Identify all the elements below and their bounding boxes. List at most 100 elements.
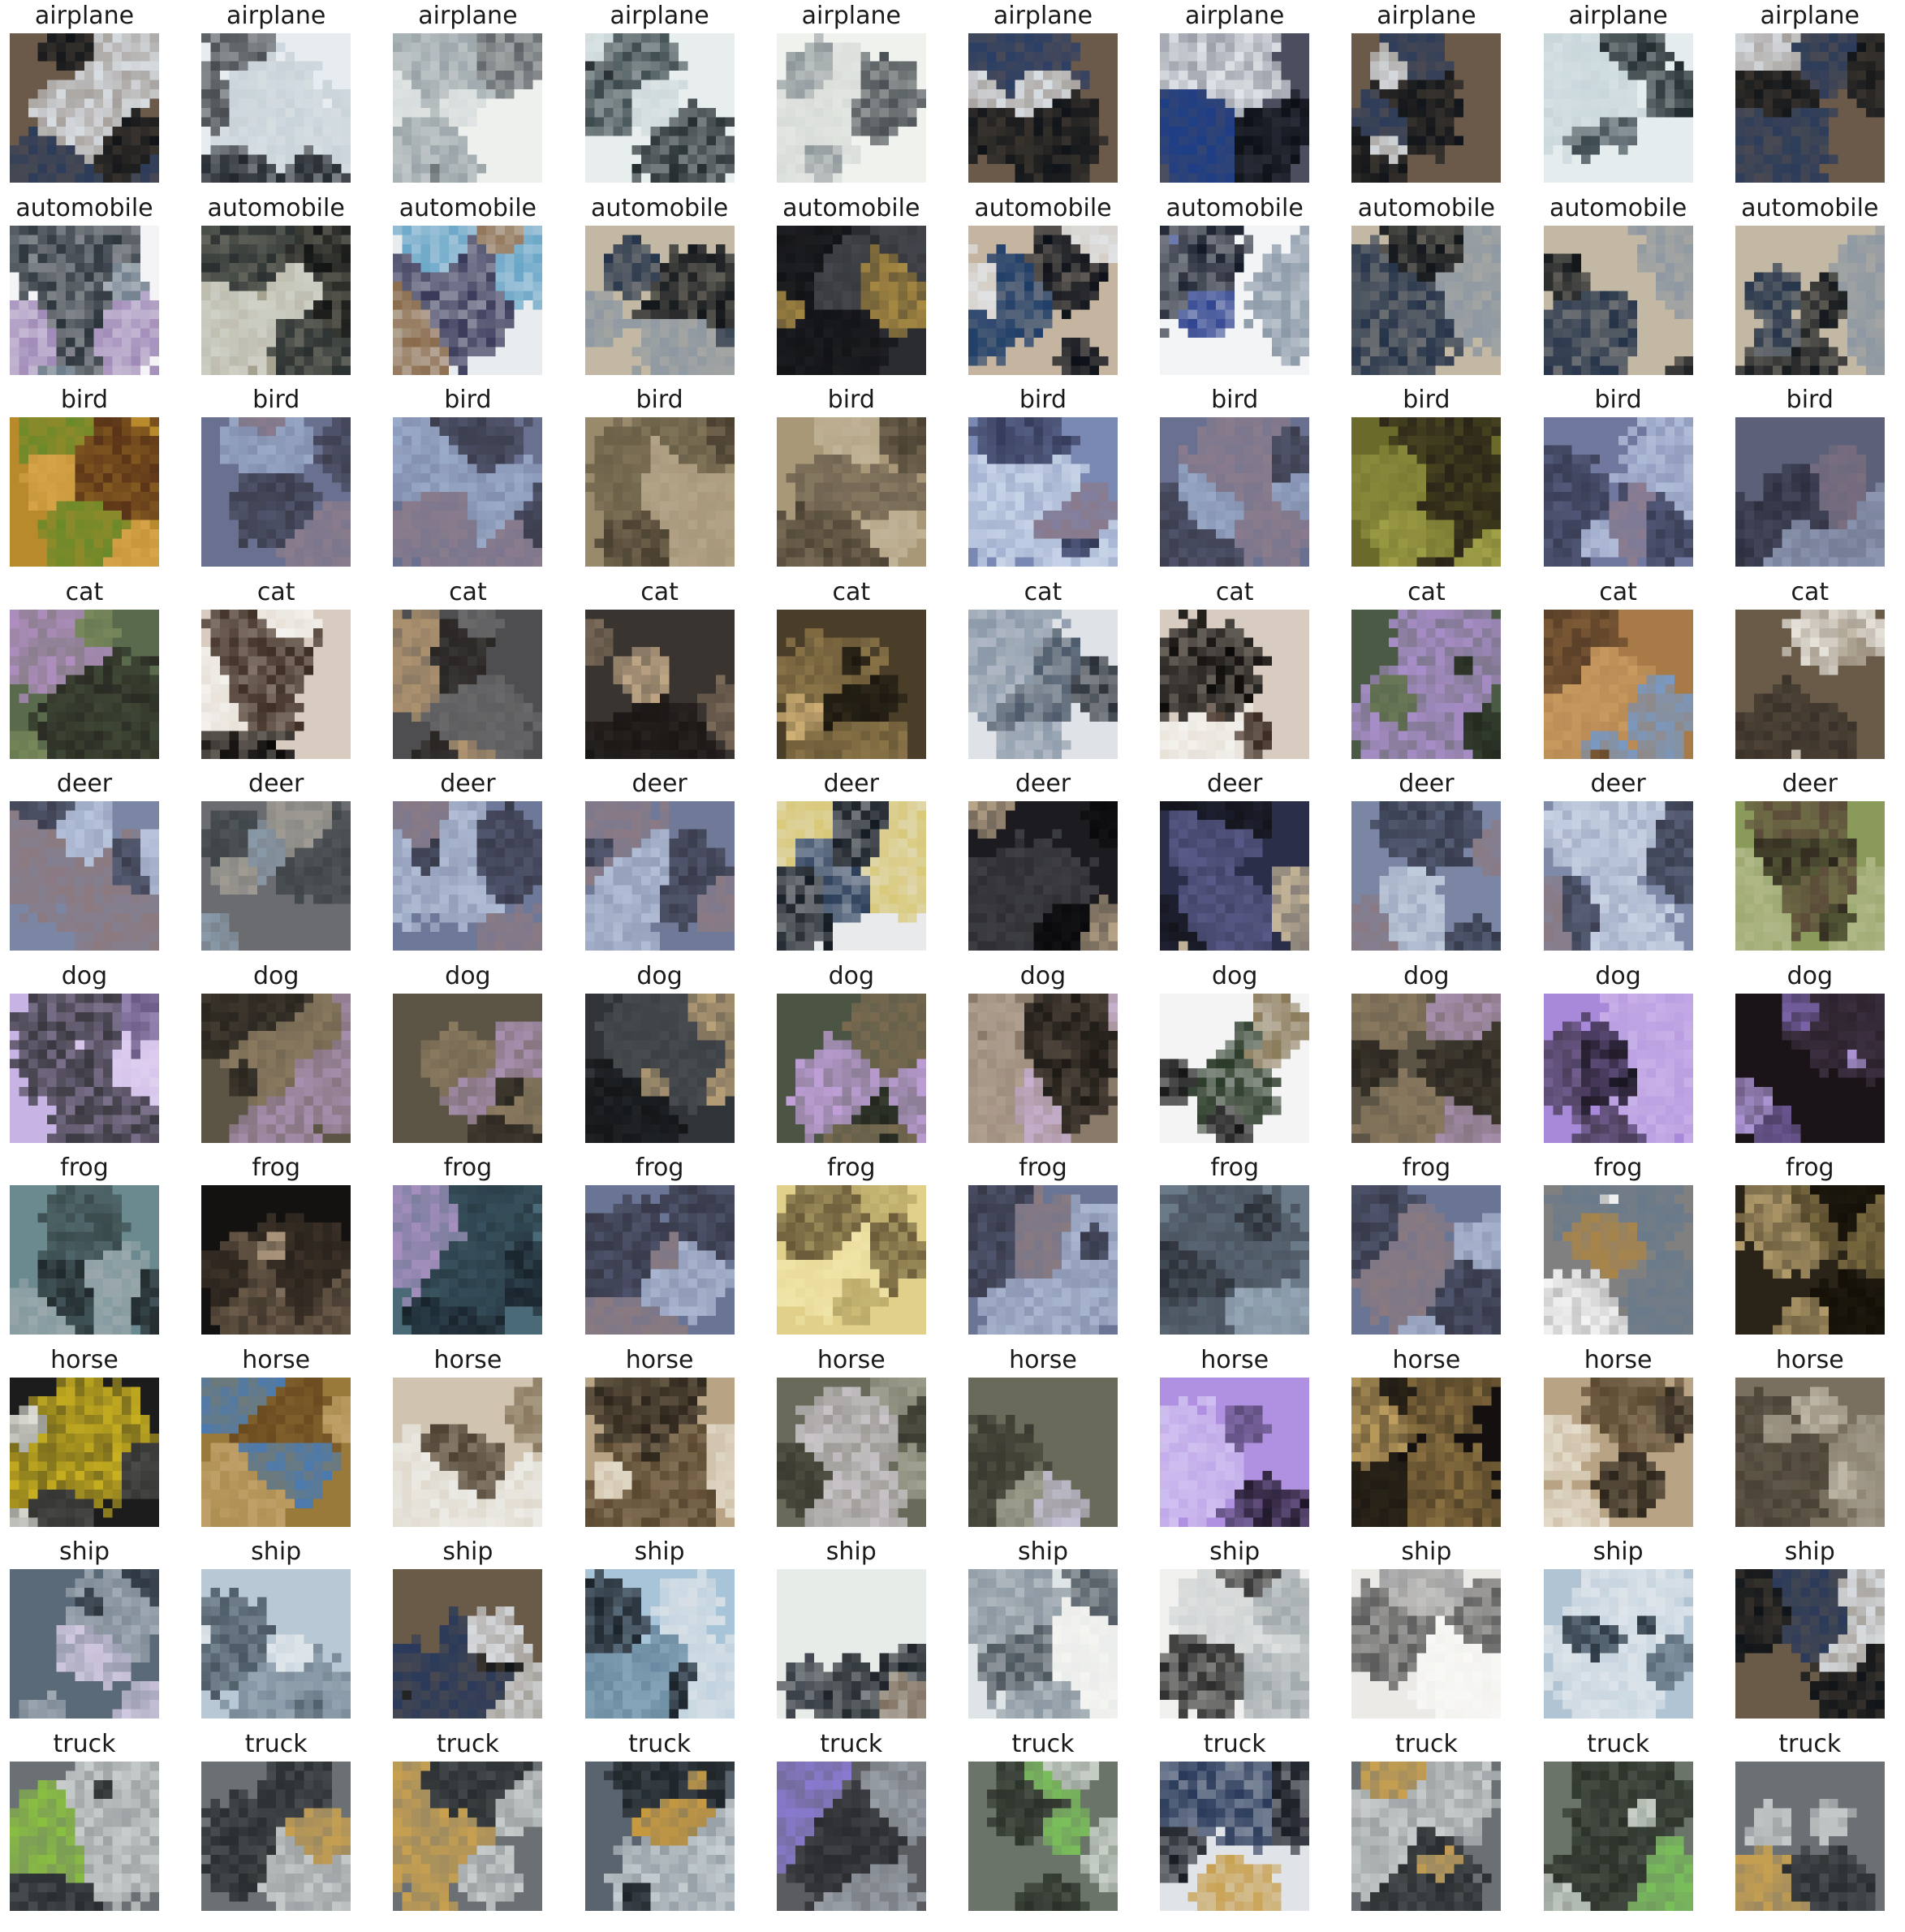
- sample-cell: automobile: [575, 192, 767, 385]
- generated-image: [1735, 801, 1885, 951]
- sample-label: truck: [585, 1728, 735, 1761]
- sample-label: horse: [393, 1344, 542, 1377]
- sample-label: bird: [393, 384, 542, 416]
- sample-label: frog: [10, 1152, 159, 1184]
- sample-cell: deer: [192, 768, 383, 960]
- sample-cell: airplane: [575, 0, 767, 192]
- sample-label: frog: [585, 1152, 735, 1184]
- generated-image: [201, 1569, 351, 1719]
- generated-image: [201, 417, 351, 567]
- sample-label: airplane: [1160, 0, 1309, 32]
- sample-label: cat: [201, 576, 351, 609]
- sample-cell: ship: [767, 1536, 959, 1728]
- sample-cell: ship: [1342, 1536, 1533, 1728]
- sample-label: dog: [1160, 960, 1309, 993]
- generated-image: [968, 993, 1118, 1143]
- generated-image: [584, 801, 735, 951]
- generated-image: [776, 1185, 926, 1335]
- sample-cell: frog: [1150, 1152, 1342, 1344]
- sample-cell: automobile: [1150, 192, 1342, 385]
- sample-label: truck: [10, 1728, 159, 1761]
- generated-image: [1543, 1185, 1693, 1335]
- sample-label: airplane: [1735, 0, 1885, 32]
- sample-cell: dog: [383, 960, 575, 1153]
- generated-image: [10, 1569, 159, 1719]
- sample-cell: automobile: [1342, 192, 1533, 385]
- sample-label: truck: [393, 1728, 542, 1761]
- sample-cell: deer: [1534, 768, 1726, 960]
- sample-label: dog: [201, 960, 351, 993]
- sample-cell: deer: [767, 768, 959, 960]
- sample-label: ship: [1351, 1536, 1501, 1568]
- generated-image: [1543, 609, 1693, 759]
- sample-label: bird: [1160, 384, 1309, 416]
- generated-image: [1160, 993, 1310, 1143]
- sample-label: airplane: [393, 0, 542, 32]
- sample-cell: horse: [1150, 1344, 1342, 1537]
- sample-label: deer: [201, 768, 351, 800]
- generated-image: [10, 801, 159, 951]
- generated-image: [10, 1377, 159, 1527]
- sample-label: dog: [10, 960, 159, 993]
- generated-image: [968, 1185, 1118, 1335]
- sample-label: automobile: [1544, 192, 1693, 225]
- sample-cell: ship: [0, 1536, 192, 1728]
- sample-cell: automobile: [192, 192, 383, 385]
- generated-image: [393, 1377, 543, 1527]
- generated-image: [1160, 1761, 1310, 1911]
- sample-cell: truck: [1150, 1728, 1342, 1921]
- sample-cell: horse: [0, 1344, 192, 1537]
- sample-label: cat: [1735, 576, 1885, 609]
- sample-cell: frog: [767, 1152, 959, 1344]
- generated-image: [968, 801, 1118, 951]
- generated-image: [1351, 1185, 1502, 1335]
- generated-image: [201, 1377, 351, 1527]
- sample-label: automobile: [777, 192, 926, 225]
- generated-image: [1735, 993, 1885, 1143]
- sample-label: bird: [777, 384, 926, 416]
- sample-cell: dog: [1534, 960, 1726, 1153]
- generated-image: [776, 801, 926, 951]
- sample-cell: dog: [192, 960, 383, 1153]
- sample-cell: dog: [959, 960, 1150, 1153]
- sample-cell: cat: [575, 576, 767, 769]
- sample-label: automobile: [1735, 192, 1885, 225]
- sample-cell: airplane: [1150, 0, 1342, 192]
- sample-cell: bird: [1150, 384, 1342, 576]
- sample-cell: airplane: [767, 0, 959, 192]
- sample-cell: automobile: [959, 192, 1150, 385]
- sample-label: cat: [1160, 576, 1309, 609]
- generated-image: [968, 609, 1118, 759]
- sample-cell: ship: [575, 1536, 767, 1728]
- generated-image: [1351, 1377, 1502, 1527]
- generated-image: [1351, 1569, 1502, 1719]
- sample-cell: bird: [383, 384, 575, 576]
- generated-image: [201, 801, 351, 951]
- sample-label: airplane: [968, 0, 1118, 32]
- sample-cell: airplane: [1342, 0, 1533, 192]
- sample-label: dog: [585, 960, 735, 993]
- sample-label: automobile: [10, 192, 159, 225]
- sample-cell: dog: [1342, 960, 1533, 1153]
- sample-cell: bird: [1342, 384, 1533, 576]
- sample-label: horse: [1160, 1344, 1309, 1377]
- sample-label: dog: [1735, 960, 1885, 993]
- sample-label: ship: [10, 1536, 159, 1568]
- sample-cell: deer: [1342, 768, 1533, 960]
- generated-image: [1735, 225, 1885, 375]
- generated-image: [584, 1569, 735, 1719]
- sample-cell: cat: [1342, 576, 1533, 769]
- sample-cell: bird: [959, 384, 1150, 576]
- sample-cell: ship: [383, 1536, 575, 1728]
- sample-cell: deer: [383, 768, 575, 960]
- generated-image: [1351, 33, 1502, 183]
- sample-label: cat: [1544, 576, 1693, 609]
- generated-image: [584, 609, 735, 759]
- sample-label: airplane: [585, 0, 735, 32]
- generated-image: [10, 609, 159, 759]
- sample-cell: truck: [1726, 1728, 1905, 1921]
- sample-cell: deer: [1726, 768, 1905, 960]
- sample-label: dog: [968, 960, 1118, 993]
- sample-cell: automobile: [1534, 192, 1726, 385]
- generated-image: [393, 225, 543, 375]
